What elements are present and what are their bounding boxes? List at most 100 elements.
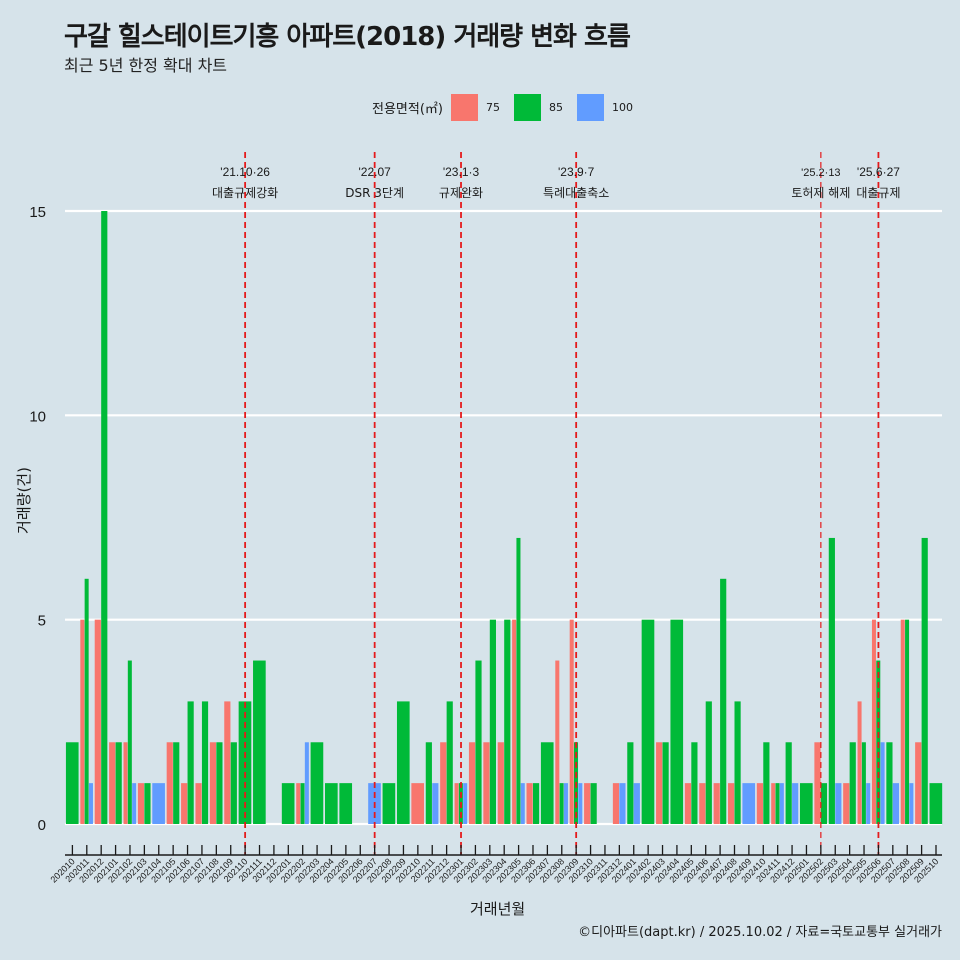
bar-75-202308 <box>555 660 560 824</box>
bar-75-202108 <box>209 742 217 824</box>
bar-85-202204 <box>325 783 338 824</box>
bar-85-202408 <box>734 701 741 824</box>
bar-85-202502 <box>820 783 828 824</box>
bar-75-202504 <box>843 783 850 824</box>
bar-85-202107 <box>201 701 209 824</box>
bar-75-202103 <box>137 783 145 824</box>
bar-75-202302 <box>468 742 476 824</box>
bar-75-202012 <box>94 619 101 824</box>
bar-85-202303 <box>489 619 496 824</box>
bar-85-202306 <box>532 783 540 824</box>
chart-title: 구갈 힐스테이트기흥 아파트(2018) 거래량 변화 흐름 <box>64 22 631 52</box>
bar-75-202210 <box>411 783 425 824</box>
legend: 전용면적(㎡) 75 85 100 <box>372 93 647 121</box>
bar-75-202202 <box>296 783 301 824</box>
bar-75-202508 <box>900 619 905 824</box>
bar-85-202202 <box>300 783 305 824</box>
bar-85-202102 <box>127 660 132 824</box>
annotation-label: 대출규제 <box>856 186 900 200</box>
bar-100-202104 <box>152 783 165 824</box>
bar-85-202209 <box>396 701 410 824</box>
bar-75-202101 <box>109 742 116 824</box>
bar-85-202105 <box>173 742 180 824</box>
y-tick-label: 5 <box>38 613 46 630</box>
legend-title: 전용면적(㎡) <box>372 101 443 117</box>
bar-85-202106 <box>187 701 194 824</box>
bar-85-202505 <box>861 742 866 824</box>
bar-85-202111 <box>253 660 266 824</box>
bar-75-202306 <box>526 783 533 824</box>
annotation-date: '21.10·26 <box>220 165 270 179</box>
bar-85-202504 <box>849 742 856 824</box>
bar-85-202402 <box>641 619 655 824</box>
bar-75-202505 <box>857 701 862 824</box>
bar-100-202411 <box>779 783 784 824</box>
bar-100-202412 <box>792 783 799 824</box>
bar-85-202108 <box>216 742 223 824</box>
bar-75-202304 <box>497 742 504 824</box>
bar-75-202212 <box>440 742 447 824</box>
bar-85-202510 <box>929 783 943 824</box>
bar-75-202303 <box>483 742 490 824</box>
bar-85-202407 <box>720 578 727 824</box>
legend-label-85: 85 <box>548 100 563 114</box>
legend-key-100 <box>576 93 604 121</box>
bar-85-202109 <box>230 742 237 824</box>
bar-85-202203 <box>310 742 324 824</box>
bar-85-202208 <box>382 783 396 824</box>
bar-85-202410 <box>763 742 770 824</box>
bar-85-202012 <box>101 211 108 824</box>
bar-85-202412 <box>785 742 792 824</box>
bar-85-202010 <box>65 742 79 824</box>
bar-100-202211 <box>432 783 439 824</box>
bar-85-202403 <box>662 742 669 824</box>
annotation-date: '25.6·27 <box>857 165 900 179</box>
legend-key-75 <box>450 93 478 121</box>
bar-100-202506 <box>880 742 885 824</box>
bar-85-202401 <box>627 742 634 824</box>
y-tick-label: 15 <box>29 204 46 221</box>
bar-75-202410 <box>756 783 763 824</box>
bar-75-202107 <box>195 783 202 824</box>
bar-75-202403 <box>656 742 663 824</box>
bar-85-202304 <box>504 619 511 824</box>
bar-85-202307 <box>540 742 554 824</box>
y-axis-title: 거래량(건) <box>14 467 33 534</box>
annotation-label: DSR 3단계 <box>345 186 404 200</box>
annotation-date: '23.9·7 <box>558 165 595 179</box>
bar-85-202411 <box>775 783 780 824</box>
bar-75-202407 <box>713 783 720 824</box>
bar-75-202406 <box>699 783 706 824</box>
bar-100-202505 <box>866 783 871 824</box>
bar-75-202408 <box>728 783 735 824</box>
bar-100-202308 <box>563 783 568 824</box>
bar-85-202405 <box>691 742 698 824</box>
bar-75-202301 <box>454 783 459 824</box>
bar-75-202109 <box>224 701 231 824</box>
bar-75-202405 <box>684 783 692 824</box>
bar-75-202106 <box>181 783 188 824</box>
bar-75-202502 <box>814 742 821 824</box>
bar-85-202508 <box>905 619 910 824</box>
bar-85-202308 <box>559 783 564 824</box>
bar-85-202011 <box>84 578 89 824</box>
bar-85-202205 <box>339 783 353 824</box>
bar-100-202312 <box>619 783 626 824</box>
bar-75-202309 <box>569 619 574 824</box>
annotation-date: '22.07 <box>358 165 391 179</box>
bar-85-202212 <box>446 701 453 824</box>
bar-100-202409 <box>742 783 756 824</box>
bar-100-202401 <box>633 783 640 824</box>
bar-85-202103 <box>144 783 151 824</box>
bar-100-202507 <box>892 783 899 824</box>
bar-85-202305 <box>516 537 521 824</box>
bar-85-202406 <box>705 701 712 824</box>
bar-85-202404 <box>670 619 684 824</box>
chart-subtitle: 최근 5년 한정 확대 차트 <box>64 56 228 75</box>
bar-85-202302 <box>475 660 482 824</box>
bar-100-202011 <box>88 783 93 824</box>
bar-75-202411 <box>771 783 776 824</box>
bar-75-202506 <box>871 619 876 824</box>
bar-100-202309 <box>578 783 583 824</box>
bar-85-202201 <box>281 783 295 824</box>
